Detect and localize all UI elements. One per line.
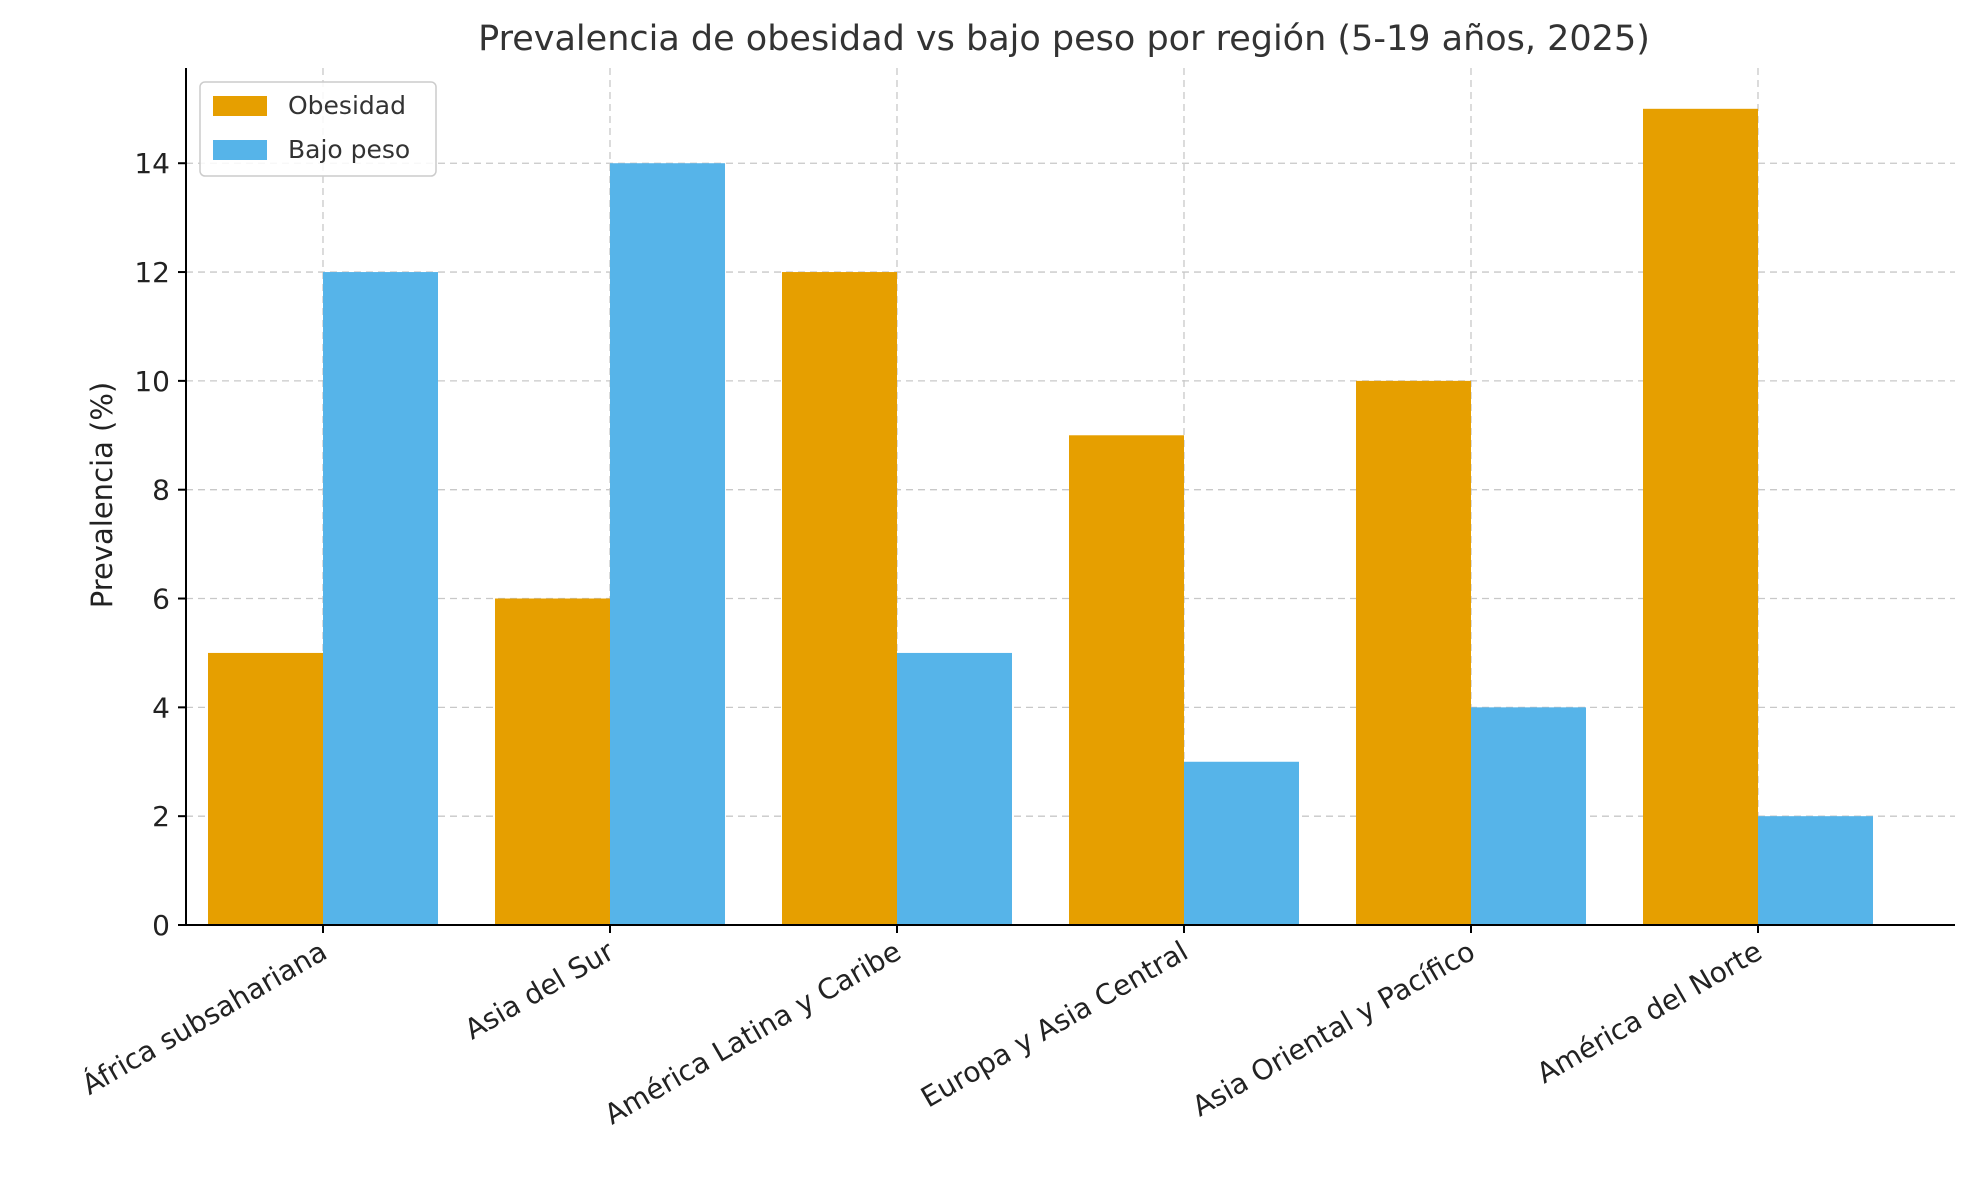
y-tick-label: 14 [134,147,170,180]
y-tick-label: 4 [152,691,170,724]
x-tick-label: Asia Oriental y Pacífico [1187,934,1481,1123]
bars-layer [208,108,1873,926]
bar-obesidad [495,598,610,925]
legend-swatch [213,140,267,160]
bar-bajo-peso [1758,816,1873,925]
bar-obesidad [1356,380,1471,925]
y-tick-label: 0 [152,909,170,942]
bar-bajo-peso [323,272,438,925]
y-tick-label: 10 [134,365,170,398]
legend-swatch [213,96,267,116]
bar-obesidad [208,652,323,925]
legend: Obesidad Bajo peso [199,81,437,177]
legend-label: Bajo peso [288,135,410,164]
bar-obesidad [1643,108,1758,926]
legend-label: Obesidad [288,91,406,120]
chart-title: Prevalencia de obesidad vs bajo peso por… [478,19,1650,59]
bar-obesidad [782,272,897,925]
y-axis-label: Prevalencia (%) [85,382,119,609]
bar-obesidad [1069,435,1184,925]
x-tick-label: América Latina y Caribe [599,934,907,1131]
x-tick-label: América del Norte [1531,934,1767,1090]
y-tick-label: 6 [152,583,170,616]
x-tick-label: Asia del Sur [459,934,620,1046]
x-tick-label: África subsahariana [76,934,333,1102]
bar-bajo-peso [1471,707,1586,925]
y-tick-label: 12 [134,256,170,289]
y-tick-label: 2 [152,800,170,833]
y-tick-label: 8 [152,474,170,507]
x-tick-label: Europa y Asia Central [915,934,1193,1114]
bar-bajo-peso [897,652,1012,925]
axes-layer [185,68,1955,926]
bar-bajo-peso [610,163,725,925]
bar-bajo-peso [1184,761,1299,925]
